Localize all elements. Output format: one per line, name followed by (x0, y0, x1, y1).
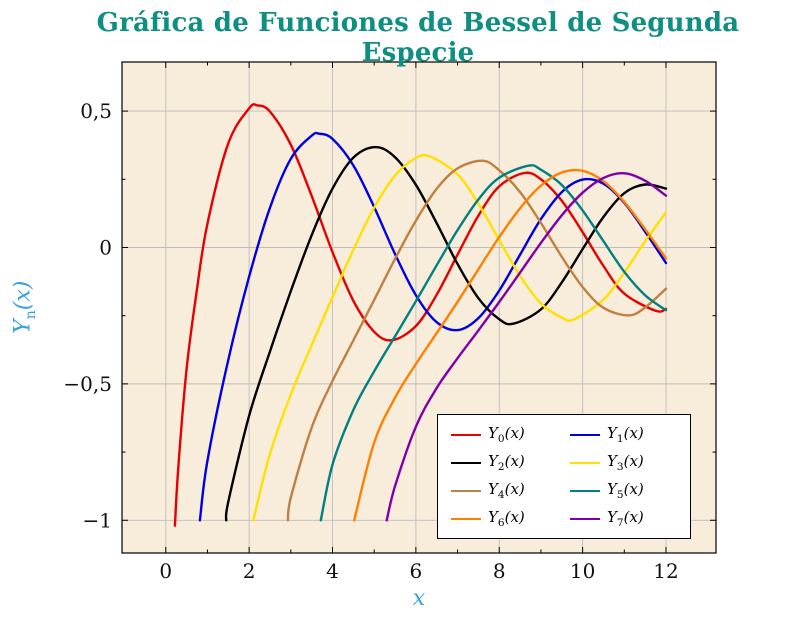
legend-label-Y5: Y5(x) (607, 480, 644, 501)
curve-Y0 (173, 103, 668, 527)
tick-labels: 0 2 4 6 8 10 12 0,5 0 −0,5 −1 (63, 99, 678, 583)
y-axis-label: Yn(x) (8, 62, 42, 553)
legend-line-Y3 (570, 461, 600, 464)
legend-item-Y2: Y2(x) (451, 452, 558, 473)
curve-Y2 (224, 145, 668, 522)
chart-title: Gráfica de Funciones de Bessel de Segund… (96, 8, 740, 68)
axes-border (121, 61, 717, 554)
curve-Y3 (252, 153, 668, 522)
legend-item-Y1: Y1(x) (570, 424, 677, 445)
legend-line-Y5 (570, 489, 600, 492)
y-tick-label: 0 (99, 235, 112, 259)
legend-item-Y5: Y5(x) (570, 480, 677, 501)
legend-line-Y2 (451, 461, 481, 464)
x-tick-label: 0 (159, 559, 172, 583)
legend-line-Y0 (451, 433, 481, 436)
legend-label-Y0: Y0(x) (488, 424, 525, 445)
legend-line-Y4 (451, 489, 481, 492)
legend-label-Y6: Y6(x) (488, 508, 525, 529)
legend-item-Y7: Y7(x) (570, 508, 677, 529)
x-tick-label: 12 (653, 559, 678, 583)
legend-line-Y6 (451, 517, 481, 520)
curves (173, 103, 668, 527)
y-tick-label: 0,5 (80, 99, 112, 123)
curve-Y5 (319, 164, 668, 522)
curve-Y1 (198, 131, 668, 522)
legend-line-Y7 (570, 517, 600, 520)
x-tick-label: 10 (570, 559, 595, 583)
x-tick-label: 8 (493, 559, 506, 583)
y-axis-label-text: Yn(x) (10, 280, 40, 335)
legend-line-Y1 (570, 433, 600, 436)
y-tick-label: −1 (83, 508, 112, 532)
x-tick-label: 6 (410, 559, 423, 583)
x-axis-label-text: x (412, 586, 426, 611)
legend-label-Y1: Y1(x) (607, 424, 644, 445)
legend-label-Y7: Y7(x) (607, 508, 644, 529)
y-tick-label: −0,5 (63, 372, 112, 396)
curve-Y6 (353, 168, 668, 522)
legend-label-Y3: Y3(x) (607, 452, 644, 473)
legend-item-Y6: Y6(x) (451, 508, 558, 529)
legend-item-Y4: Y4(x) (451, 480, 558, 501)
legend-item-Y3: Y3(x) (570, 452, 677, 473)
legend-label-Y4: Y4(x) (488, 480, 525, 501)
curve-Y7 (385, 172, 668, 522)
x-tick-label: 4 (326, 559, 339, 583)
legend-item-Y0: Y0(x) (451, 424, 558, 445)
x-tick-label: 2 (243, 559, 256, 583)
legend-label-Y2: Y2(x) (488, 452, 525, 473)
curve-Y4 (286, 159, 668, 522)
legend: Y0(x) Y1(x) Y2(x) Y3(x) Y4(x) Y5(x) Y6(x) Y7(x) (437, 414, 691, 539)
x-axis-label: x (122, 586, 716, 611)
